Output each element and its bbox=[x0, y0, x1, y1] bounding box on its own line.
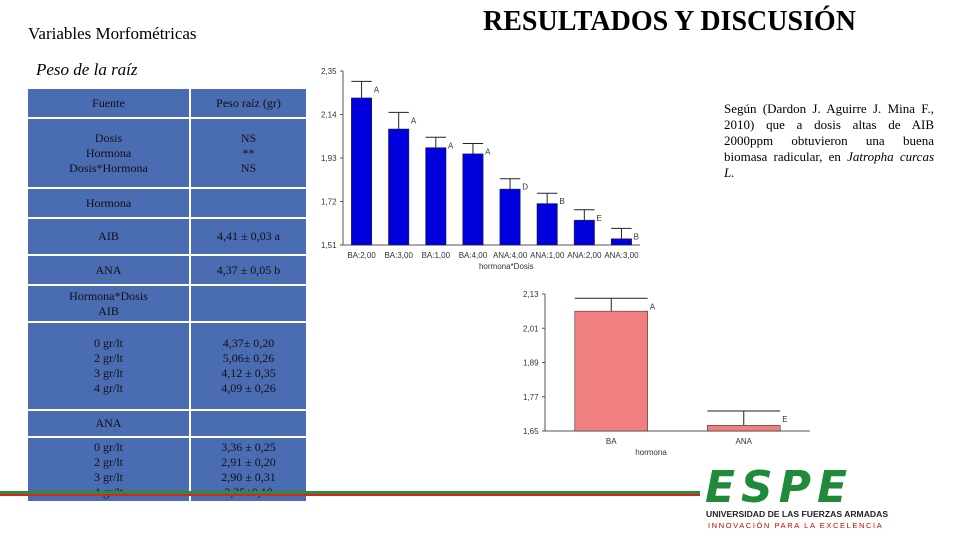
logo-line: INNOVACIÓN PARA LA EXCELENCIA bbox=[708, 521, 884, 530]
y-tick-label: 1,51 bbox=[321, 241, 337, 250]
x-tick-label: BA:1,00 bbox=[422, 251, 451, 260]
table-cell: 0 gr/lt 2 gr/lt 3 gr/lt 4 gr/lt bbox=[27, 322, 190, 410]
table-cell bbox=[190, 285, 307, 322]
subtitle: Peso de la raíz bbox=[36, 60, 138, 79]
y-tick-label: 2,13 bbox=[523, 290, 539, 299]
x-axis-label: hormona bbox=[635, 448, 667, 457]
table-cell: Hormona bbox=[27, 188, 190, 218]
group-letter: A bbox=[650, 302, 656, 311]
logo-name: ESPE bbox=[705, 462, 854, 513]
table-cell: Dosis Hormona Dosis*Hormona bbox=[27, 118, 190, 188]
bar bbox=[388, 128, 410, 246]
x-tick-label: ANA:4,00 bbox=[493, 251, 528, 260]
footer-line bbox=[0, 491, 700, 494]
table-cell: Hormona*Dosis AIB bbox=[27, 285, 190, 322]
bar bbox=[536, 203, 558, 246]
y-tick-label: 1,72 bbox=[321, 198, 337, 207]
group-letter: A bbox=[485, 148, 491, 157]
x-tick-label: ANA bbox=[736, 437, 753, 446]
y-tick-label: 1,77 bbox=[523, 393, 539, 402]
x-tick-label: BA:2,00 bbox=[347, 251, 376, 260]
table-cell: ANA bbox=[27, 255, 190, 285]
y-tick-label: 2,35 bbox=[321, 67, 337, 76]
section-title: Variables Morfométricas bbox=[28, 24, 197, 43]
x-tick-label: BA:4,00 bbox=[459, 251, 488, 260]
bar bbox=[425, 147, 447, 246]
citation-text: Según (Dardon J. Aguirre J. Mina F., 201… bbox=[724, 101, 934, 181]
table-cell: ANA bbox=[27, 410, 190, 437]
group-letter: D bbox=[522, 183, 528, 192]
table-cell: AIB bbox=[27, 218, 190, 255]
x-tick-label: BA bbox=[606, 437, 617, 446]
group-letter: E bbox=[782, 415, 787, 424]
paragraph: Según (Dardon J. Aguirre J. Mina F., 201… bbox=[724, 101, 934, 164]
group-letter: A bbox=[374, 85, 380, 94]
logo-line: UNIVERSIDAD DE LAS FUERZAS ARMADAS bbox=[706, 509, 889, 519]
x-axis-label: hormona*Dosis bbox=[479, 262, 534, 271]
table-cell: Peso raíz (gr) bbox=[190, 88, 307, 118]
group-letter: A bbox=[448, 141, 454, 150]
y-tick-label: 2,01 bbox=[523, 324, 539, 333]
y-tick-label: 1,89 bbox=[523, 359, 539, 368]
bar bbox=[610, 238, 632, 246]
table-cell bbox=[190, 410, 307, 437]
footer-line bbox=[0, 494, 700, 496]
x-tick-label: BA:3,00 bbox=[384, 251, 413, 260]
group-letter: E bbox=[597, 214, 602, 223]
group-letter: B bbox=[559, 197, 564, 206]
table-cell: NS ** NS bbox=[190, 118, 307, 188]
title-bar bbox=[0, 0, 960, 48]
species: Jatropha curcas L. bbox=[724, 149, 935, 180]
table-cell: 4,37 ± 0,05 b bbox=[190, 255, 307, 285]
slide-title: RESULTADOS Y DISCUSIÓN bbox=[483, 6, 856, 37]
table-cell: Fuente bbox=[27, 88, 190, 118]
group-letter: A bbox=[411, 116, 417, 125]
bar bbox=[707, 425, 781, 432]
table-cell bbox=[190, 188, 307, 218]
group-letter: B bbox=[634, 232, 639, 241]
bar bbox=[462, 153, 484, 246]
bar bbox=[573, 219, 595, 246]
x-tick-label: ANA:2,00 bbox=[567, 251, 602, 260]
table-cell: 4,37± 0,20 5,06± 0,26 4,12 ± 0,35 4,09 ±… bbox=[190, 322, 307, 410]
y-tick-label: 2,14 bbox=[321, 111, 337, 120]
y-tick-label: 1,65 bbox=[523, 427, 539, 436]
bar bbox=[351, 97, 373, 246]
x-tick-label: ANA:1,00 bbox=[530, 251, 565, 260]
bar bbox=[499, 188, 521, 246]
table-cell: 4,41 ± 0,03 a bbox=[190, 218, 307, 255]
y-tick-label: 1,93 bbox=[321, 154, 337, 163]
bar bbox=[574, 310, 648, 432]
x-tick-label: ANA:3,00 bbox=[604, 251, 639, 260]
